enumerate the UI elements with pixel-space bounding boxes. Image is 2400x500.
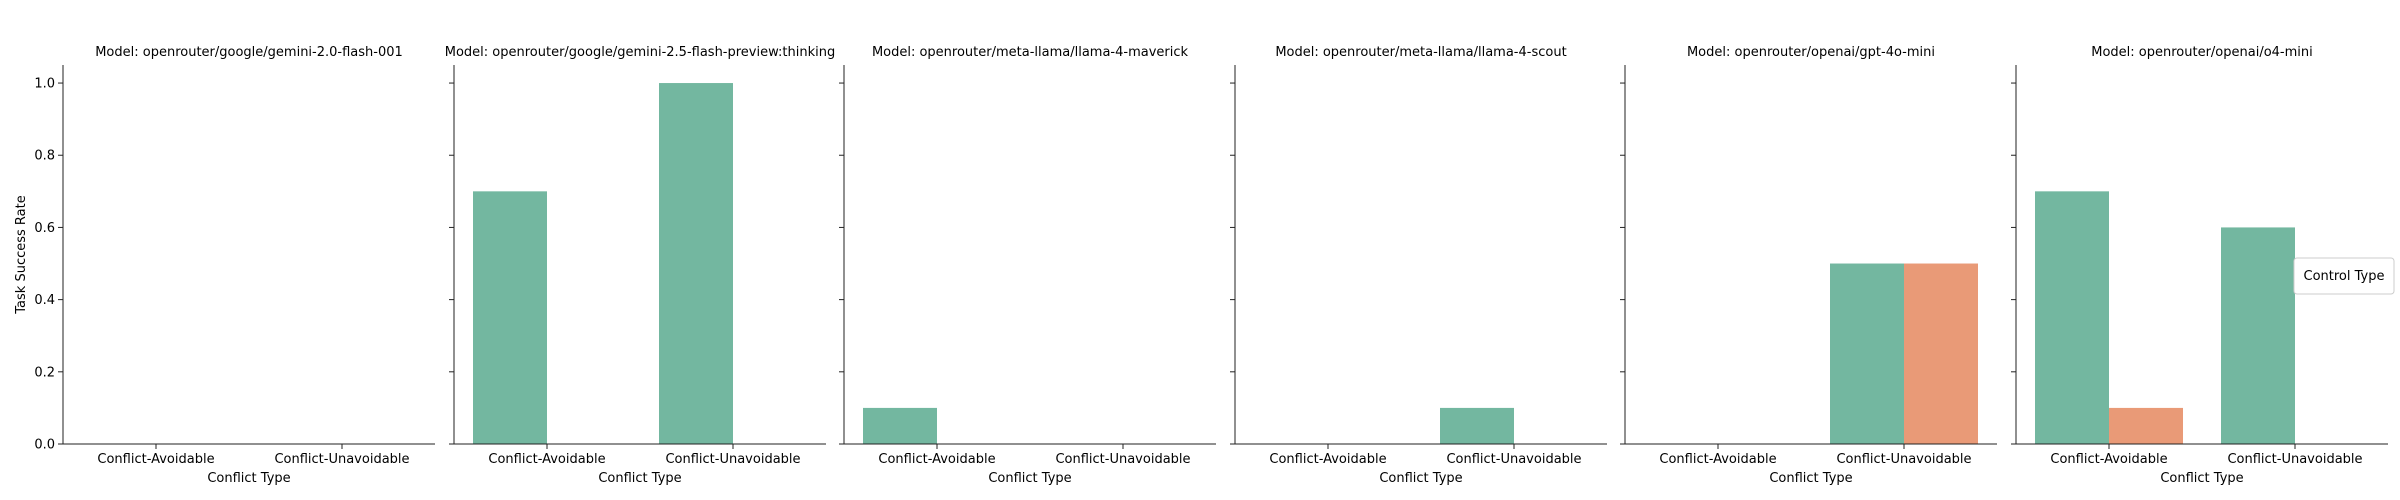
bar-series-1-conflict-unavoidable bbox=[659, 83, 733, 445]
bar-series-1-conflict-avoidable bbox=[2035, 191, 2109, 444]
x-tick-label: Conflict-Avoidable bbox=[2050, 452, 2167, 467]
x-tick-label: Conflict-Avoidable bbox=[1269, 452, 1386, 467]
panel-5: Model: openrouter/openai/gpt-4o-mini Conf… bbox=[1620, 45, 1997, 486]
panel-2: Model: openrouter/google/gemini-2.5-flas… bbox=[445, 45, 835, 486]
x-tick-label: Conflict-Unavoidable bbox=[1055, 452, 1190, 467]
x-axis-label: Conflict Type bbox=[207, 471, 290, 486]
x-tick-label: Conflict-Avoidable bbox=[1659, 452, 1776, 467]
x-tick-label: Conflict-Unavoidable bbox=[665, 452, 800, 467]
panel-title: Model: openrouter/google/gemini-2.0-flas… bbox=[95, 45, 403, 60]
y-tick-label: 0.6 bbox=[34, 221, 55, 236]
x-axis-label: Conflict Type bbox=[1379, 471, 1462, 486]
bar-series-1-conflict-avoidable bbox=[473, 191, 547, 444]
x-tick-label: Conflict-Unavoidable bbox=[1836, 452, 1971, 467]
x-tick-label: Conflict-Avoidable bbox=[878, 452, 995, 467]
panel-3: Model: openrouter/meta-llama/llama-4-mav… bbox=[839, 45, 1216, 486]
panel-1: Model: openrouter/google/gemini-2.0-flas… bbox=[14, 45, 435, 486]
bar-series-1-conflict-unavoidable bbox=[1830, 263, 1904, 444]
panel-title: Model: openrouter/openai/gpt-4o-mini bbox=[1687, 45, 1935, 60]
y-tick-label: 0.0 bbox=[34, 438, 55, 453]
x-tick-label: Conflict-Unavoidable bbox=[2227, 452, 2362, 467]
y-tick-label: 0.8 bbox=[34, 149, 55, 164]
panel-title: Model: openrouter/google/gemini-2.5-flas… bbox=[445, 45, 835, 60]
bar-series-1-conflict-unavoidable bbox=[1440, 407, 1514, 444]
x-axis-label: Conflict Type bbox=[2160, 471, 2243, 486]
y-tick-label: 1.0 bbox=[34, 77, 55, 92]
x-tick-label: Conflict-Unavoidable bbox=[274, 452, 409, 467]
y-tick-label: 0.2 bbox=[34, 365, 55, 380]
x-tick-label: Conflict-Avoidable bbox=[488, 452, 605, 467]
panel-title: Model: openrouter/meta-llama/llama-4-sco… bbox=[1275, 45, 1566, 60]
x-axis-label: Conflict Type bbox=[1769, 471, 1852, 486]
legend-title: Control Type bbox=[2304, 269, 2385, 284]
y-axis-label: Task Success Rate bbox=[14, 195, 29, 314]
bar-series-1-conflict-avoidable bbox=[863, 407, 937, 444]
legend-box bbox=[2293, 257, 2395, 295]
y-tick-label: 0.4 bbox=[34, 293, 55, 308]
bar-series-1-conflict-unavoidable bbox=[2221, 227, 2295, 444]
panel-6: Model: openrouter/openai/o4-mini Conflict… bbox=[2011, 45, 2388, 486]
x-axis-label: Conflict Type bbox=[598, 471, 681, 486]
x-tick-label: Conflict-Avoidable bbox=[97, 452, 214, 467]
panel-4: Model: openrouter/meta-llama/llama-4-sco… bbox=[1230, 45, 1607, 486]
x-axis-label: Conflict Type bbox=[988, 471, 1071, 486]
legend: Control Type bbox=[2293, 257, 2395, 295]
bar-series-2-conflict-avoidable bbox=[2109, 407, 2183, 444]
bar-series-2-conflict-unavoidable bbox=[1904, 263, 1978, 444]
panel-title: Model: openrouter/meta-llama/llama-4-mav… bbox=[872, 45, 1189, 60]
panel-title: Model: openrouter/openai/o4-mini bbox=[2091, 45, 2313, 60]
x-tick-label: Conflict-Unavoidable bbox=[1446, 452, 1581, 467]
